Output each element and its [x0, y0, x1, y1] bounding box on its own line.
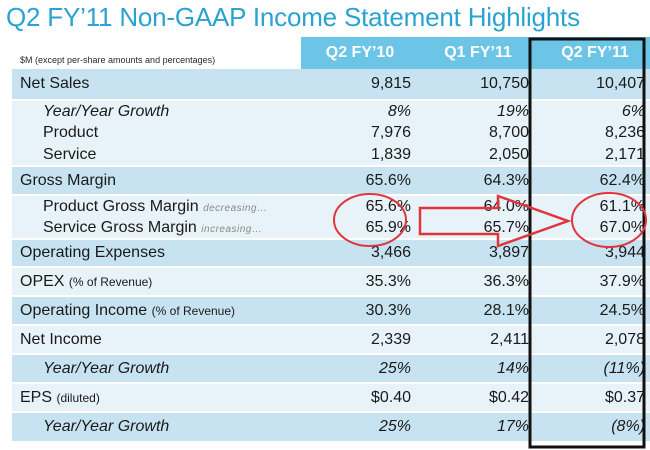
row-label-text: Service Gross Margin [43, 218, 197, 236]
cell-value: 2,078 [537, 324, 650, 354]
cell-value: (11%) [537, 353, 650, 383]
trend-hint: decreasing… [203, 202, 268, 214]
row-label-text: Product Gross Margin [43, 197, 199, 215]
cell-value: 1,839 [301, 144, 419, 166]
cell-value: $0.42 [419, 382, 537, 412]
table-row-net-sales-growth: Year/Year Growth 8% 19% 6% [12, 99, 650, 122]
table-row-net-income: Net Income 2,339 2,411 2,078 [12, 324, 650, 354]
cell-value: (8%) [537, 411, 650, 441]
column-header-q2-fy10: Q2 FY’10 [301, 37, 419, 69]
cell-value: 2,339 [301, 324, 419, 354]
cell-value: 3,466 [301, 238, 419, 267]
cell-value: 25% [301, 411, 419, 441]
row-label-text: OPEX [20, 272, 65, 290]
cell-value: 65.6% [301, 165, 419, 195]
page-title: Q2 FY’11 Non-GAAP Income Statement Highl… [6, 2, 580, 32]
row-label-text: Operating Income [20, 301, 148, 319]
cell-value: 9,815 [301, 69, 419, 100]
cell-value: 14% [419, 353, 537, 383]
cell-value: 3,944 [537, 238, 650, 267]
cell-value: 67.0% [537, 217, 650, 239]
cell-value: 2,411 [419, 324, 537, 354]
table-row-operating-income: Operating Income (% of Revenue) 30.3% 28… [12, 295, 650, 325]
row-qualifier: (diluted) [56, 390, 100, 405]
row-qualifier: (% of Revenue) [151, 303, 236, 318]
cell-value: 36.3% [419, 266, 537, 296]
table-row-product: Product 7,976 8,700 8,236 [12, 122, 650, 144]
cell-value: 3,897 [419, 238, 537, 267]
cell-value: 37.9% [537, 266, 650, 296]
row-label: Net Sales [12, 69, 301, 100]
row-label: Gross Margin [12, 165, 301, 195]
header-row: $M (except per-share amounts and percent… [12, 37, 650, 69]
row-label-text: EPS [20, 388, 53, 406]
table-row-net-sales: Net Sales 9,815 10,750 10,407 [12, 69, 650, 100]
cell-value: 64.3% [419, 165, 537, 195]
table-row-gross-margin: Gross Margin 65.6% 64.3% 62.4% [12, 165, 650, 195]
row-label: EPS (diluted) [12, 382, 301, 412]
cell-value: 62.4% [537, 165, 650, 195]
table-row-net-income-growth: Year/Year Growth 25% 14% (11%) [12, 353, 650, 383]
row-label: Product Gross Margin decreasing… [12, 194, 301, 217]
cell-value: 8% [301, 99, 419, 122]
row-label: Year/Year Growth [12, 411, 301, 441]
row-label: Service Gross Margin increasing… [12, 217, 301, 239]
cell-value: 19% [419, 99, 537, 122]
cell-value: 6% [537, 99, 650, 122]
income-statement-table: $M (except per-share amounts and percent… [12, 37, 650, 441]
cell-value: 64.0% [419, 194, 537, 217]
cell-value: 8,236 [537, 122, 650, 144]
cell-value: 61.1% [537, 194, 650, 217]
units-note: $M (except per-share amounts and percent… [12, 37, 301, 69]
table-row-product-gross-margin: Product Gross Margin decreasing… 65.6% 6… [12, 194, 650, 217]
table-row-operating-expenses: Operating Expenses 3,466 3,897 3,944 [12, 238, 650, 267]
table-row-eps: EPS (diluted) $0.40 $0.42 $0.37 [12, 382, 650, 412]
cell-value: 10,407 [537, 69, 650, 100]
cell-value: 65.6% [301, 194, 419, 217]
cell-value: 65.9% [301, 217, 419, 239]
cell-value: 7,976 [301, 122, 419, 144]
row-label: Year/Year Growth [12, 353, 301, 383]
cell-value: 35.3% [301, 266, 419, 296]
cell-value: 24.5% [537, 295, 650, 325]
column-header-q1-fy11: Q1 FY’11 [419, 37, 537, 69]
table-row-eps-growth: Year/Year Growth 25% 17% (8%) [12, 411, 650, 441]
row-label: Product [12, 122, 301, 144]
row-label: Operating Income (% of Revenue) [12, 295, 301, 325]
cell-value: 10,750 [419, 69, 537, 100]
cell-value: 28.1% [419, 295, 537, 325]
row-label: Service [12, 144, 301, 166]
table-row-service: Service 1,839 2,050 2,171 [12, 144, 650, 166]
cell-value: 2,171 [537, 144, 650, 166]
row-label: Operating Expenses [12, 238, 301, 267]
cell-value: 65.7% [419, 217, 537, 239]
table-row-opex-percent: OPEX (% of Revenue) 35.3% 36.3% 37.9% [12, 266, 650, 296]
table-row-service-gross-margin: Service Gross Margin increasing… 65.9% 6… [12, 217, 650, 239]
cell-value: $0.37 [537, 382, 650, 412]
cell-value: $0.40 [301, 382, 419, 412]
cell-value: 2,050 [419, 144, 537, 166]
row-label: Year/Year Growth [12, 99, 301, 122]
column-header-q2-fy11: Q2 FY’11 [537, 37, 650, 69]
row-label: Net Income [12, 324, 301, 354]
trend-hint: increasing… [201, 223, 263, 235]
cell-value: 30.3% [301, 295, 419, 325]
cell-value: 25% [301, 353, 419, 383]
cell-value: 17% [419, 411, 537, 441]
cell-value: 8,700 [419, 122, 537, 144]
row-label: OPEX (% of Revenue) [12, 266, 301, 296]
row-qualifier: (% of Revenue) [68, 274, 153, 289]
